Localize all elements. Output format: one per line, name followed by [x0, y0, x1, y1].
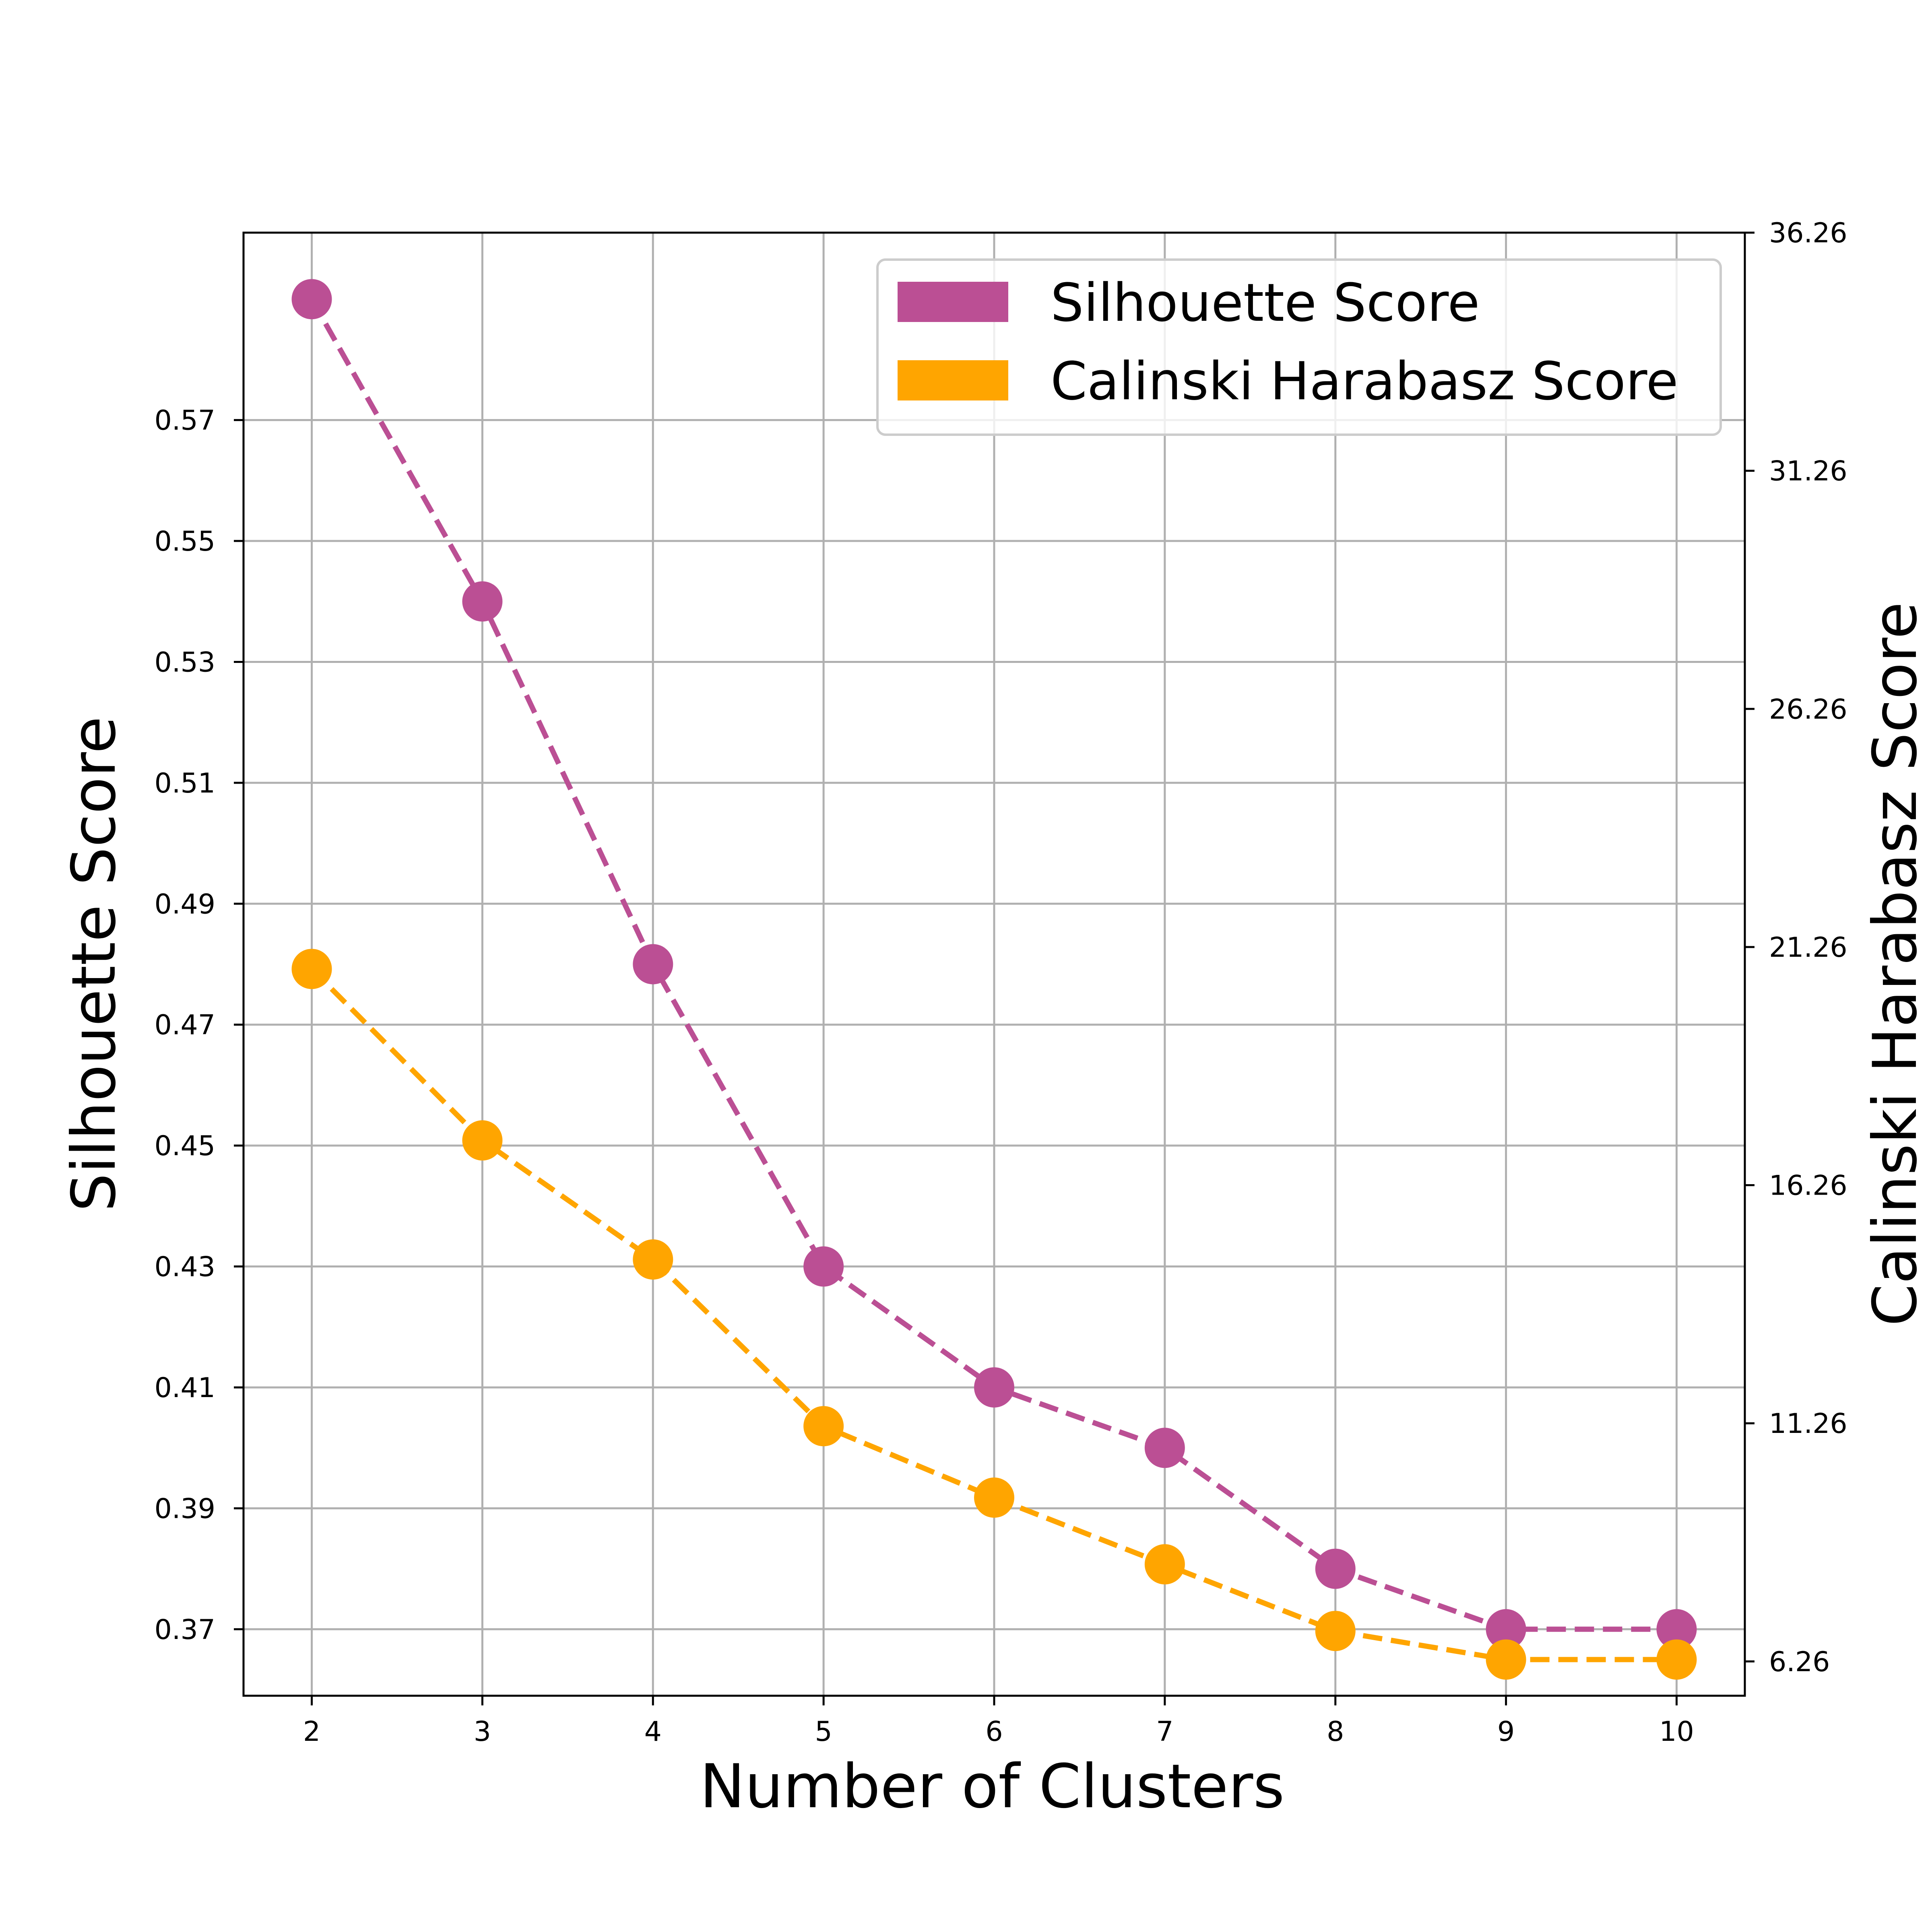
- series-0-point: [633, 944, 673, 985]
- series-1-point: [1656, 1639, 1697, 1680]
- series-0-point: [974, 1367, 1014, 1408]
- y2-tick-label: 31.26: [1769, 456, 1847, 487]
- x-tick-label: 6: [985, 1716, 1003, 1748]
- series-1-point: [633, 1239, 673, 1280]
- series-0-point: [1486, 1609, 1526, 1649]
- series-0-point: [1656, 1609, 1697, 1649]
- series-0-point: [291, 279, 332, 320]
- series-0-point: [462, 581, 503, 622]
- y-tick-label: 0.43: [155, 1251, 215, 1283]
- y2-tick-label: 26.26: [1769, 694, 1847, 725]
- y-tick-label: 0.45: [155, 1130, 215, 1162]
- series-0-point: [1315, 1548, 1356, 1589]
- x-tick-label: 2: [303, 1716, 320, 1748]
- y-tick-label: 0.55: [155, 526, 215, 557]
- series-1-point: [1486, 1639, 1526, 1680]
- y2-axis-title: Calinski Harabasz Score: [1860, 602, 1930, 1326]
- series-1-point: [803, 1406, 844, 1447]
- y-tick-label: 0.37: [155, 1614, 215, 1646]
- y2-tick-label: 21.26: [1769, 932, 1847, 964]
- legend-box: [876, 258, 1722, 436]
- legend-label-calinski: Calinski Harabasz Score: [1051, 351, 1678, 412]
- y2-tick-label: 6.26: [1769, 1646, 1830, 1678]
- x-tick-label: 7: [1156, 1716, 1173, 1748]
- series-markers: [291, 279, 1697, 1680]
- y2-tick-label: 11.26: [1769, 1408, 1847, 1440]
- y-tick-label: 0.49: [155, 888, 215, 920]
- legend: Silhouette Score Calinski Harabasz Score: [876, 258, 1722, 436]
- y-axis-left: 0.37 0.39 0.41 0.43 0.45 0.47 0.49 0.51 0.53 0.55…: [155, 405, 244, 1646]
- x-tick-label: 4: [644, 1716, 662, 1748]
- x-axis-title: Number of Clusters: [700, 1752, 1284, 1822]
- legend-swatch-silhouette: [898, 282, 1008, 322]
- series-0-point: [1144, 1428, 1185, 1468]
- x-tick-label: 9: [1497, 1716, 1515, 1748]
- y-tick-label: 0.39: [155, 1493, 215, 1525]
- y-tick-label: 0.41: [155, 1372, 215, 1404]
- series-1-point: [1315, 1611, 1356, 1651]
- series-1-point: [291, 949, 332, 989]
- x-tick-label: 3: [474, 1716, 491, 1748]
- y-tick-label: 0.47: [155, 1009, 215, 1041]
- y-axis-right: 6.26 11.26 16.26 21.26 26.26 31.26 36.26: [1745, 217, 1847, 1678]
- series-1-point: [462, 1120, 503, 1161]
- legend-label-silhouette: Silhouette Score: [1051, 272, 1480, 333]
- y2-tick-label: 16.26: [1769, 1170, 1847, 1202]
- y-axis-title: Silhouette Score: [59, 716, 129, 1212]
- y-tick-label: 0.51: [155, 768, 215, 799]
- series-1-point: [1144, 1544, 1185, 1585]
- x-axis: 2 3 4 5 6 7 8 9 10: [303, 1696, 1694, 1748]
- y2-tick-label: 36.26: [1769, 217, 1847, 249]
- y-tick-label: 0.57: [155, 405, 215, 437]
- x-tick-label: 10: [1659, 1716, 1694, 1748]
- y-tick-label: 0.53: [155, 646, 215, 678]
- legend-swatch-calinski: [898, 360, 1008, 400]
- x-tick-label: 8: [1327, 1716, 1344, 1748]
- series-1-point: [974, 1477, 1014, 1518]
- series-0-point: [803, 1246, 844, 1287]
- x-tick-label: 5: [815, 1716, 832, 1748]
